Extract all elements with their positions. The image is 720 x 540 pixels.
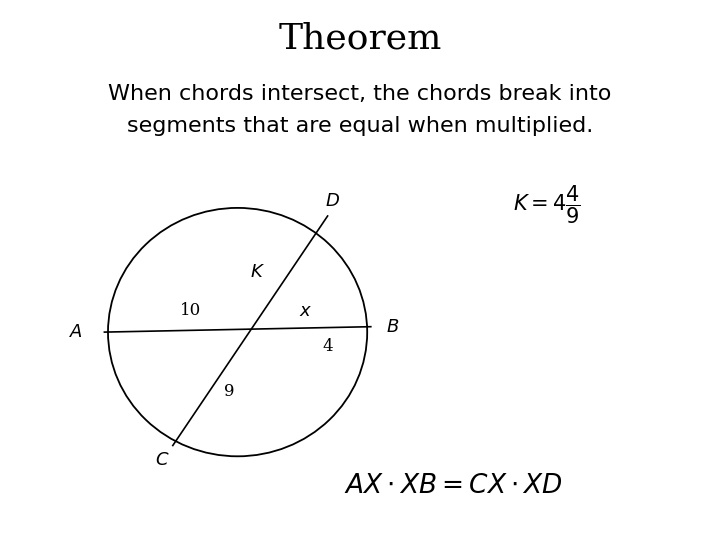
Text: When chords intersect, the chords break into: When chords intersect, the chords break … bbox=[108, 84, 612, 104]
Text: 10: 10 bbox=[180, 302, 202, 319]
Text: $\mathbf{\mathit{K}}$: $\mathbf{\mathit{K}}$ bbox=[250, 263, 265, 281]
Text: segments that are equal when multiplied.: segments that are equal when multiplied. bbox=[127, 116, 593, 136]
Text: $\mathbf{\mathit{D}}$: $\mathbf{\mathit{D}}$ bbox=[325, 192, 340, 210]
Text: $\mathbf{\mathit{B}}$: $\mathbf{\mathit{B}}$ bbox=[386, 318, 399, 336]
Text: $\mathit{AX} \cdot \mathit{XB} = \mathit{CX} \cdot \mathit{XD}$: $\mathit{AX} \cdot \mathit{XB} = \mathit… bbox=[344, 473, 563, 499]
Text: $\mathbf{\mathit{A}}$: $\mathbf{\mathit{A}}$ bbox=[68, 323, 83, 341]
Text: Theorem: Theorem bbox=[279, 22, 441, 56]
Text: 9: 9 bbox=[224, 383, 234, 400]
Text: $\mathbf{\mathit{x}}$: $\mathbf{\mathit{x}}$ bbox=[299, 302, 312, 320]
Text: $\mathit{K} = 4\dfrac{4}{9}$: $\mathit{K} = 4\dfrac{4}{9}$ bbox=[513, 184, 581, 226]
Text: $\mathbf{\mathit{C}}$: $\mathbf{\mathit{C}}$ bbox=[155, 451, 169, 469]
Text: 4: 4 bbox=[323, 338, 333, 355]
